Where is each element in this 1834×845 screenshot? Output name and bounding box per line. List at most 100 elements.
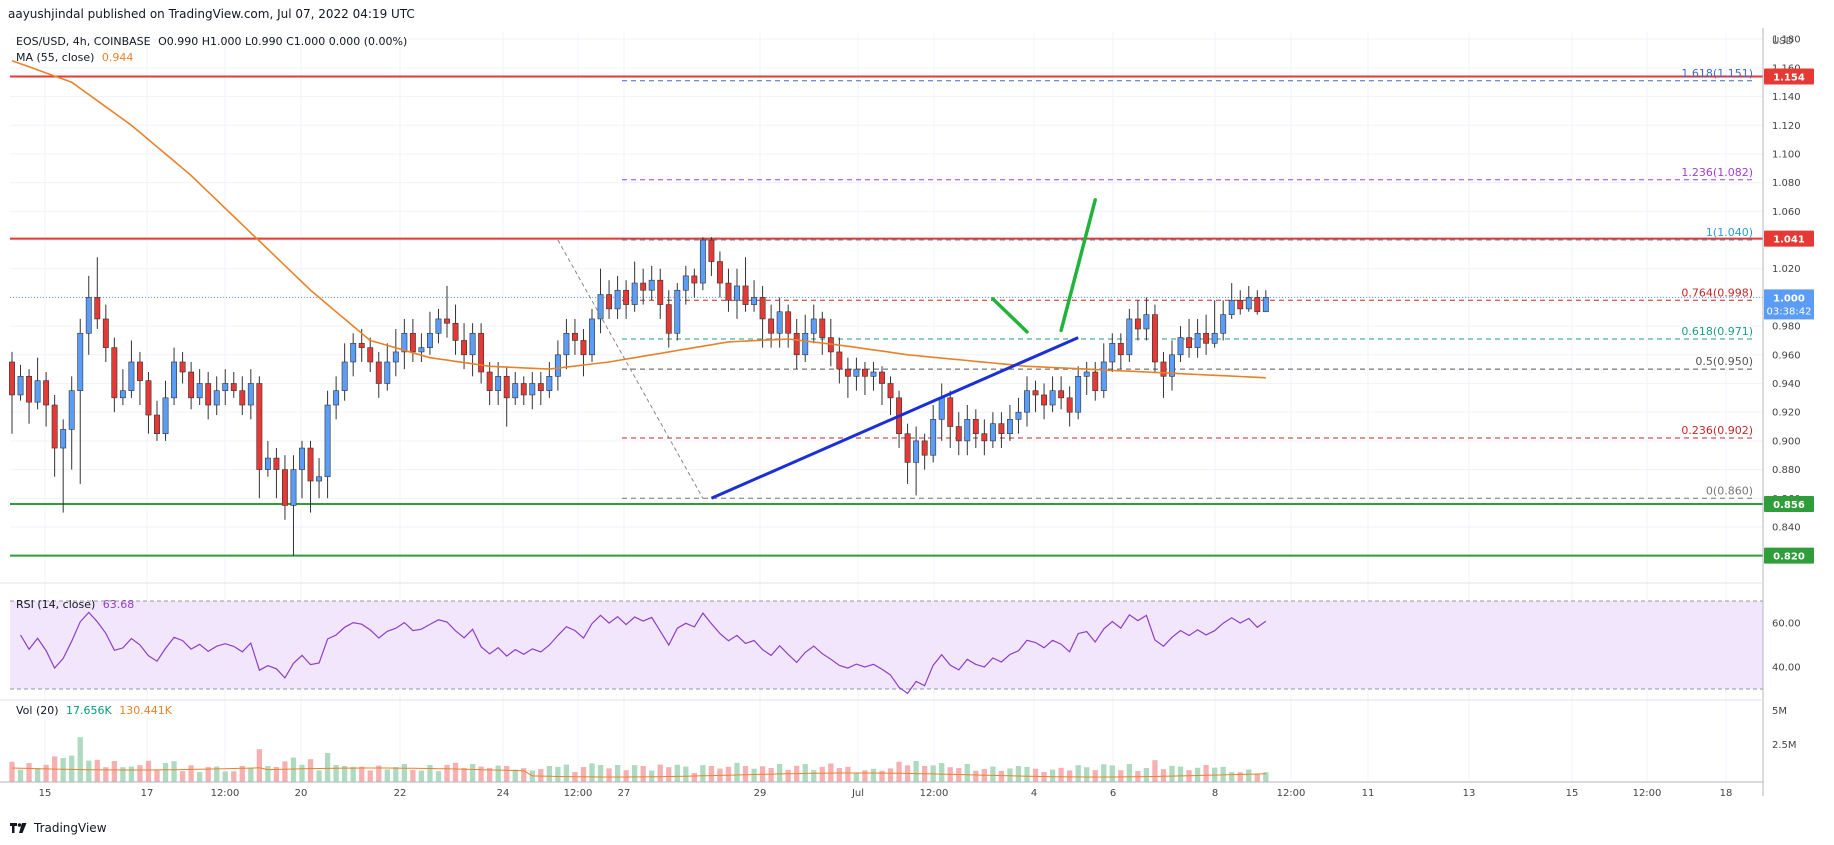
volume-bar — [145, 760, 152, 782]
volume-bar — [700, 765, 706, 782]
volume-bar — [939, 763, 945, 782]
fib-levels: 1.618(1.151) 1.236(1.082) 1(1.040) 0.764(0.… — [622, 67, 1755, 499]
candle-body — [162, 397, 169, 435]
volume-bar — [777, 764, 783, 782]
ma-legend[interactable]: MA (55, close) 0.944 — [16, 50, 137, 65]
volume-bar — [43, 764, 49, 782]
candle-body — [674, 289, 681, 334]
candle-body — [964, 419, 971, 442]
volume-bar — [657, 764, 663, 782]
volume-bar — [956, 768, 962, 782]
candle-body — [503, 376, 510, 399]
candle-body — [512, 383, 519, 399]
candle-body — [1024, 390, 1030, 413]
candle-body — [1126, 318, 1133, 356]
volume-bar — [1254, 773, 1260, 782]
chart-background — [0, 28, 1834, 810]
candle-body — [785, 311, 792, 334]
candle-body — [239, 390, 246, 406]
candle-body — [836, 351, 843, 370]
volume-bar — [1049, 769, 1056, 782]
candle-body — [657, 279, 664, 305]
volume-bar — [538, 769, 544, 782]
volume-bar — [120, 767, 126, 782]
candle-body — [281, 469, 288, 506]
ma-polyline — [11, 59, 1266, 379]
candle-body — [43, 380, 50, 406]
volume-bar — [103, 767, 109, 782]
fib-label: 0.5(0.950) — [1695, 355, 1753, 368]
volume-bar — [1041, 772, 1047, 782]
symbol-legend[interactable]: EOS/USD, 4h, COINBASE O0.990 H1.000 L0.9… — [16, 34, 411, 49]
x-tick-label: 18 — [1720, 788, 1733, 799]
volume-bar — [469, 763, 476, 782]
candle-body — [861, 368, 868, 377]
candle-body — [819, 318, 826, 338]
candle-body — [904, 433, 911, 463]
axes: USD0.8200.8400.8600.8800.9000.9200.9400.… — [0, 28, 1814, 799]
candle-body — [887, 383, 894, 399]
volume-bar — [990, 766, 996, 782]
candle-body — [341, 361, 348, 391]
tradingview-logo-icon — [10, 823, 27, 833]
candle-body — [230, 383, 237, 391]
volume-bar — [1101, 764, 1107, 782]
y-tick-label: 0.920 — [1772, 408, 1801, 419]
fib-label: 0.236(0.902) — [1681, 424, 1753, 437]
rsi-legend[interactable]: RSI (14, close) 63.68 — [16, 597, 138, 612]
candle-body — [614, 289, 621, 310]
x-tick-label: 11 — [1362, 788, 1375, 799]
x-tick-label: 12:00 — [1633, 788, 1662, 799]
candle-body — [631, 282, 638, 305]
volume-bar — [632, 765, 638, 782]
candle-body — [171, 361, 178, 399]
candle-body — [145, 380, 152, 416]
candle-body — [222, 383, 229, 391]
volume-bar — [393, 767, 399, 782]
ma-value: 0.944 — [101, 51, 134, 64]
volume-bar — [563, 764, 570, 782]
volume-bar — [691, 773, 697, 782]
vol-legend[interactable]: Vol (20) 17.656K 130.441K — [16, 703, 176, 718]
candle-body — [60, 429, 67, 449]
candle-body — [1006, 419, 1013, 435]
candle-body — [77, 332, 84, 391]
candle-body — [682, 275, 689, 291]
volume-bar — [495, 765, 501, 782]
volume-bar — [1118, 770, 1124, 782]
vol-tick-label: 2.5M — [1772, 740, 1797, 751]
candle-body — [1058, 390, 1065, 399]
volume-bar — [26, 763, 32, 782]
vol-value-1: 17.656K — [66, 704, 112, 717]
footer-brand[interactable]: TradingView — [10, 818, 107, 838]
candle-body — [418, 347, 425, 353]
volume-bar — [205, 767, 211, 782]
volume-bar — [504, 765, 510, 782]
ma-label: MA (55, close) — [16, 51, 95, 64]
candle-body — [478, 332, 485, 373]
candles — [9, 237, 1269, 556]
volume-bar — [1152, 760, 1158, 782]
candle-body — [1075, 376, 1082, 413]
volume-bar — [751, 768, 757, 782]
volume-bar — [376, 765, 382, 782]
candle-body — [392, 351, 399, 363]
level-price-label: 1.154 — [1773, 72, 1805, 83]
candle-body — [1041, 394, 1048, 406]
candle-body — [1066, 397, 1073, 413]
x-tick-label: 15 — [39, 788, 52, 799]
candle-body — [930, 419, 937, 456]
candle-body — [85, 297, 92, 334]
fib-retrace-dashed-line — [557, 239, 704, 499]
y-tick-label: 0.940 — [1772, 379, 1801, 390]
volume-bar — [452, 762, 459, 782]
candle-body — [708, 239, 715, 262]
volume-bar — [1007, 768, 1013, 782]
volume-bar — [487, 768, 493, 782]
volume-bar — [725, 766, 732, 782]
volume-bar — [1160, 769, 1167, 782]
volume-bar — [580, 767, 587, 782]
volume-bar — [734, 762, 740, 782]
volume-bar — [137, 765, 143, 782]
